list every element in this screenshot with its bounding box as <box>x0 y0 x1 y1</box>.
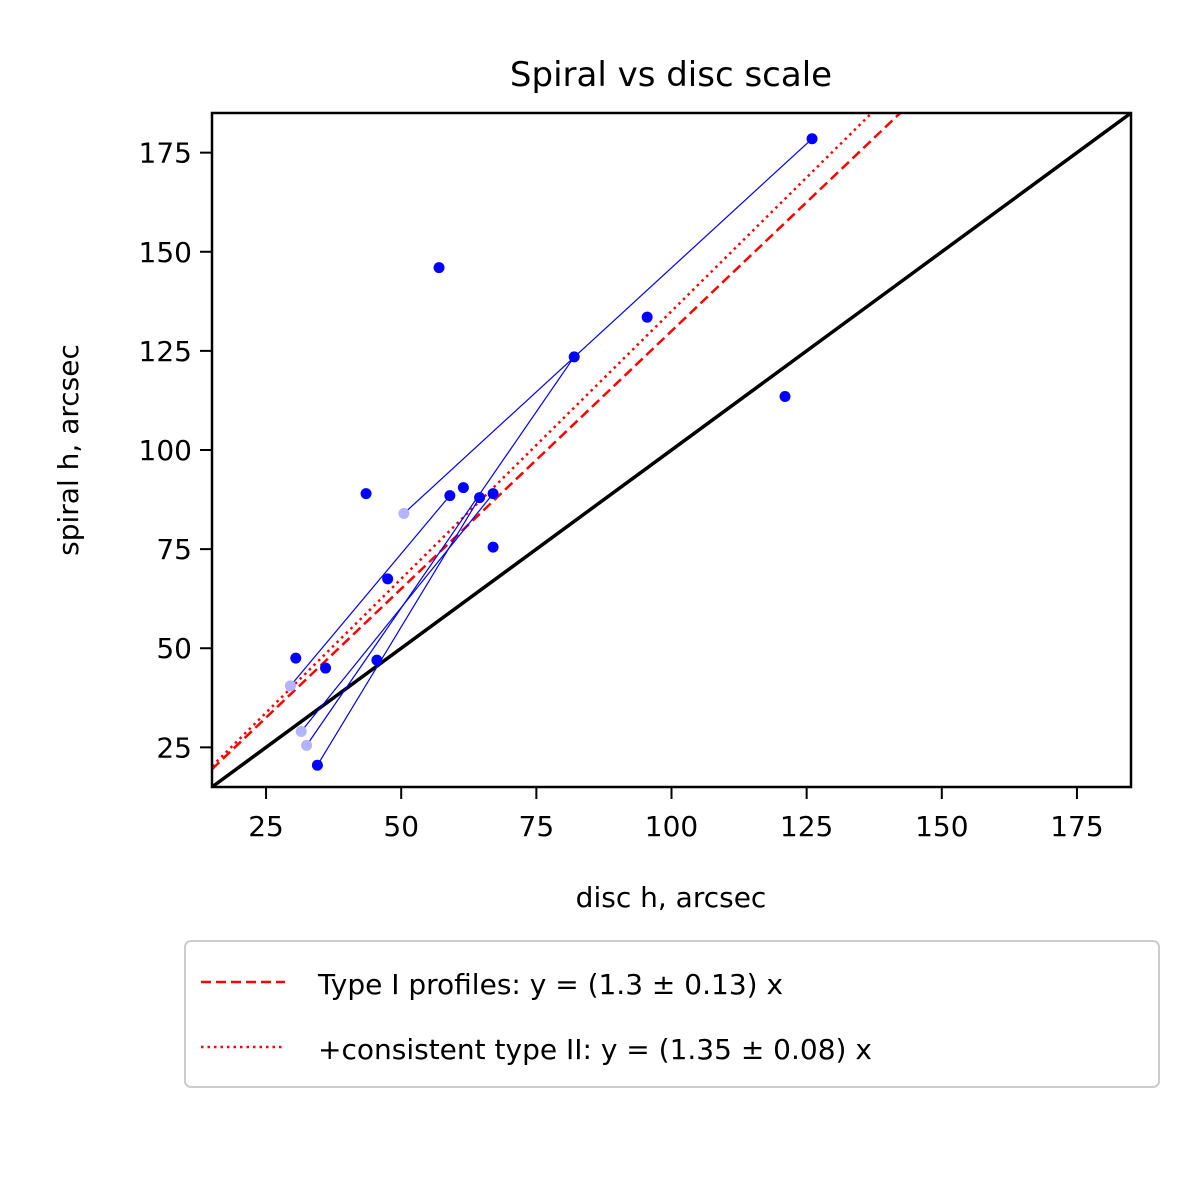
data-point-11 <box>382 573 394 585</box>
legend-box <box>184 940 1160 1088</box>
data-point-7 <box>444 490 456 502</box>
data-point-5 <box>360 488 372 500</box>
axis-ticks: 25 50 75 100 125 150 175 25 50 75 100 125 150 175 <box>139 137 1104 843</box>
x-tick-label-3: 100 <box>645 810 698 843</box>
data-point-8 <box>474 492 486 504</box>
data-point-0 <box>433 262 445 274</box>
faded-point-2 <box>295 725 307 737</box>
faded-point-1 <box>284 680 296 692</box>
fit-line-type-ii <box>212 113 874 768</box>
connector-line-4 <box>316 497 481 766</box>
y-tick-label-6: 175 <box>139 137 192 170</box>
x-tick-label-1: 50 <box>383 810 419 843</box>
x-tick-label-0: 25 <box>248 810 284 843</box>
legend: Type I profiles: y = (1.3 ± 0.13) x +con… <box>184 940 1160 1088</box>
x-tick-label-4: 125 <box>780 810 833 843</box>
plot-area <box>212 113 1131 787</box>
y-tick-label-5: 150 <box>139 236 192 269</box>
y-tick-label-1: 50 <box>156 632 192 665</box>
connector-line-1 <box>306 356 575 746</box>
legend-label-type-ii: +consistent type II: y = (1.35 ± 0.08) x <box>318 1033 872 1066</box>
x-tick-label-6: 175 <box>1050 810 1103 843</box>
connector-line-3 <box>300 493 494 732</box>
data-point-2 <box>641 311 653 323</box>
data-point-13 <box>371 654 383 666</box>
x-tick-label-5: 150 <box>915 810 968 843</box>
data-point-9 <box>487 488 499 500</box>
faded-point-3 <box>301 739 313 751</box>
data-point-15 <box>311 759 323 771</box>
faded-point-0 <box>398 507 410 519</box>
connector-line-0 <box>403 138 813 514</box>
chart-title: Spiral vs disc scale <box>510 55 832 95</box>
fit-line-type-i <box>212 113 903 771</box>
y-tick-label-4: 125 <box>139 335 192 368</box>
legend-label-type-i: Type I profiles: y = (1.3 ± 0.13) x <box>317 968 783 1001</box>
data-point-1 <box>806 133 818 145</box>
connector-line-2 <box>289 495 451 687</box>
y-tick-label-3: 100 <box>139 434 192 467</box>
data-point-14 <box>320 662 332 674</box>
x-axis-label: disc h, arcsec <box>576 881 767 914</box>
identity-line <box>212 113 1131 787</box>
data-point-10 <box>487 541 499 553</box>
data-point-6 <box>457 482 469 494</box>
x-tick-label-2: 75 <box>519 810 555 843</box>
data-point-3 <box>568 351 580 363</box>
data-point-4 <box>779 390 791 402</box>
y-tick-label-2: 75 <box>156 533 192 566</box>
data-point-12 <box>290 652 302 664</box>
y-axis-label: spiral h, arcsec <box>52 344 85 556</box>
y-tick-label-0: 25 <box>156 731 192 764</box>
